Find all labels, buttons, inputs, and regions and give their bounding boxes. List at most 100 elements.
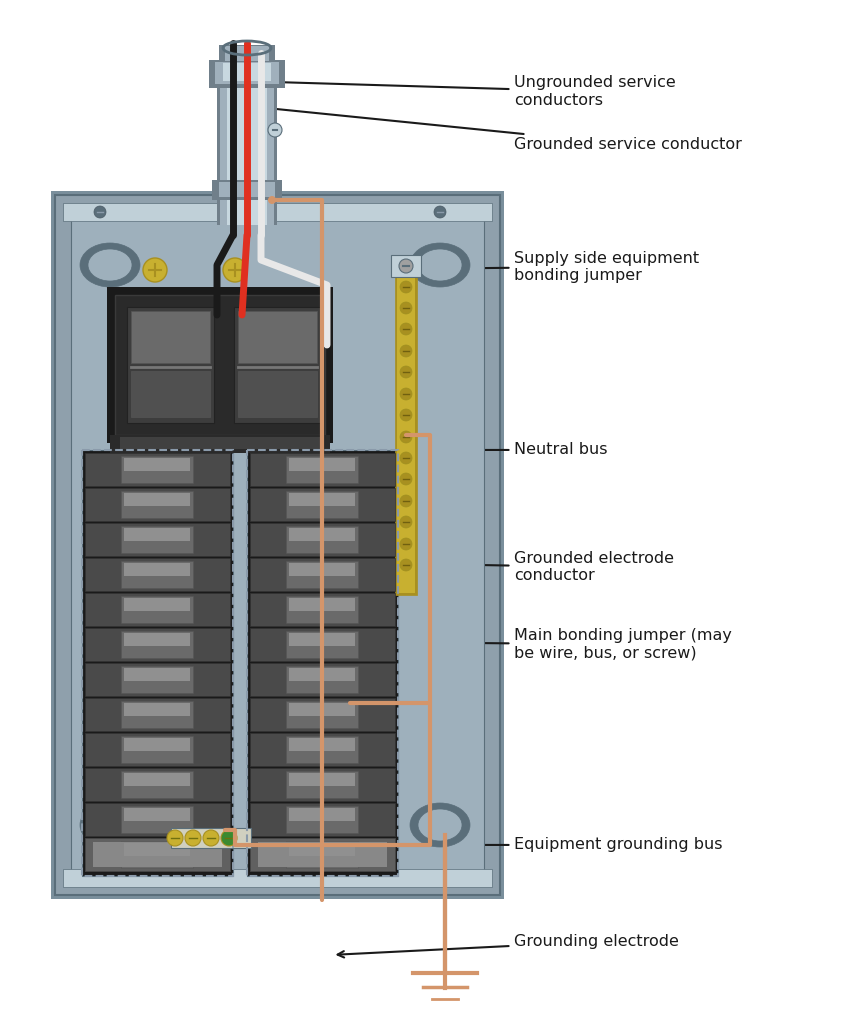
Bar <box>250 768 395 801</box>
Bar <box>121 771 193 798</box>
Text: Supply side equipment
bonding jumper: Supply side equipment bonding jumper <box>335 250 699 283</box>
Circle shape <box>400 538 412 550</box>
Bar <box>121 596 193 623</box>
Circle shape <box>400 323 412 335</box>
Bar <box>250 663 395 696</box>
Ellipse shape <box>80 243 140 287</box>
Bar <box>121 526 193 553</box>
Bar <box>289 703 355 716</box>
Circle shape <box>400 366 412 378</box>
Bar <box>289 668 355 681</box>
Bar <box>124 773 190 786</box>
Circle shape <box>400 345 412 357</box>
Ellipse shape <box>80 803 140 847</box>
Bar <box>85 768 230 801</box>
Bar <box>250 453 395 486</box>
Circle shape <box>221 830 237 846</box>
Bar <box>238 371 317 417</box>
Bar <box>121 561 193 588</box>
Bar <box>250 838 395 871</box>
Bar <box>397 277 415 593</box>
Bar <box>124 668 190 681</box>
Circle shape <box>399 259 413 273</box>
Bar <box>289 738 355 751</box>
Bar <box>85 453 230 486</box>
Bar <box>121 736 193 764</box>
Circle shape <box>143 258 167 282</box>
Bar <box>85 628 230 661</box>
Bar <box>286 491 358 518</box>
Circle shape <box>268 123 282 137</box>
Bar <box>289 773 355 786</box>
Bar <box>85 558 230 591</box>
Circle shape <box>185 830 201 846</box>
Circle shape <box>203 830 219 846</box>
Bar <box>391 254 421 277</box>
Bar <box>124 458 190 471</box>
Bar <box>171 828 251 848</box>
Bar <box>286 456 358 483</box>
Bar <box>85 698 230 731</box>
Bar <box>289 563 355 576</box>
Bar <box>258 842 387 867</box>
Circle shape <box>400 495 412 507</box>
Bar <box>289 633 355 646</box>
Bar <box>63 869 492 887</box>
Bar <box>219 182 275 197</box>
Bar <box>107 287 333 443</box>
Bar <box>250 803 395 836</box>
Ellipse shape <box>88 809 132 841</box>
Circle shape <box>400 452 412 464</box>
Bar <box>212 180 282 200</box>
Bar <box>85 663 230 696</box>
Text: Main bonding jumper (may
be wire, bus, or screw): Main bonding jumper (may be wire, bus, o… <box>297 628 732 661</box>
Bar <box>55 195 500 895</box>
Bar <box>124 843 190 856</box>
Bar <box>121 666 193 693</box>
Bar <box>124 633 190 646</box>
Bar <box>247 450 398 876</box>
Bar <box>247 450 398 876</box>
Bar <box>250 838 395 871</box>
Bar <box>85 733 230 766</box>
Circle shape <box>94 206 106 218</box>
Bar <box>127 307 214 423</box>
Bar <box>124 738 190 751</box>
Bar <box>289 843 355 856</box>
Bar <box>121 841 193 868</box>
Bar <box>250 698 395 731</box>
Bar <box>250 523 395 556</box>
Bar <box>63 203 492 221</box>
Bar <box>121 456 193 483</box>
Bar <box>395 275 417 595</box>
Bar <box>85 523 230 556</box>
Bar <box>250 558 395 591</box>
Bar <box>85 838 230 871</box>
Bar <box>121 491 193 518</box>
Bar <box>131 312 210 363</box>
Circle shape <box>400 516 412 528</box>
Bar <box>227 84 267 225</box>
Bar <box>289 598 355 611</box>
Bar <box>286 561 358 588</box>
Text: Grounding electrode: Grounding electrode <box>338 935 679 958</box>
Circle shape <box>268 196 276 204</box>
Bar <box>289 808 355 821</box>
Bar <box>131 371 210 417</box>
Bar <box>124 808 190 821</box>
Text: Equipment grounding bus: Equipment grounding bus <box>209 838 722 852</box>
Ellipse shape <box>418 249 462 281</box>
Bar <box>286 841 358 868</box>
Bar <box>124 528 190 541</box>
Ellipse shape <box>410 803 470 847</box>
Bar <box>238 312 317 363</box>
Bar <box>71 211 484 879</box>
Bar <box>286 806 358 833</box>
Bar <box>209 60 285 88</box>
Circle shape <box>400 281 412 293</box>
Bar <box>286 701 358 728</box>
Bar <box>121 701 193 728</box>
Bar <box>286 526 358 553</box>
Bar <box>220 84 274 225</box>
Circle shape <box>400 409 412 421</box>
